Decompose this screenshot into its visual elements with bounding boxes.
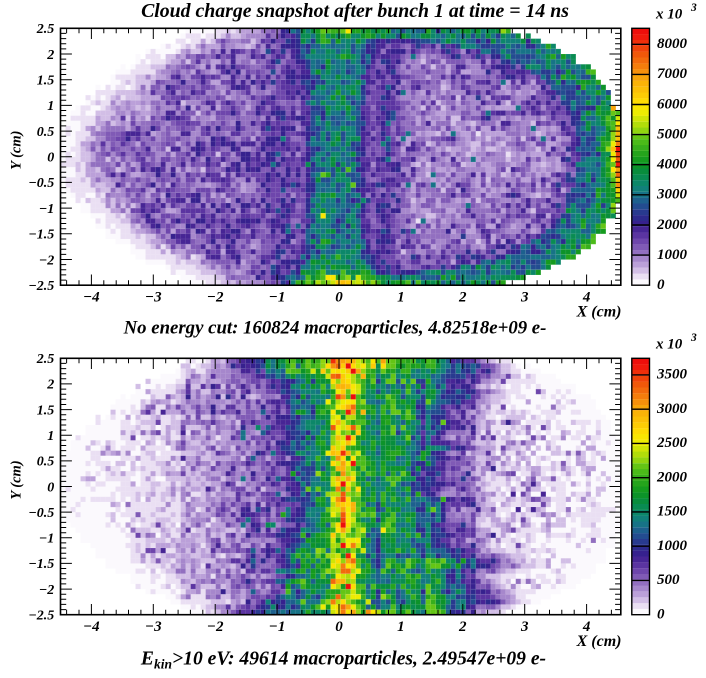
svg-text:4: 4 — [582, 290, 591, 306]
svg-text:X (cm): X (cm) — [576, 633, 622, 650]
svg-text:−1: −1 — [39, 532, 54, 547]
svg-text:5000: 5000 — [657, 126, 688, 142]
svg-text:2500: 2500 — [656, 435, 688, 451]
svg-text:0: 0 — [47, 151, 54, 166]
svg-text:6000: 6000 — [657, 96, 688, 112]
svg-text:−2.5: −2.5 — [28, 279, 54, 294]
svg-text:7000: 7000 — [657, 66, 688, 82]
svg-text:−2: −2 — [39, 253, 54, 268]
svg-text:2.5: 2.5 — [36, 22, 55, 37]
svg-text:1000: 1000 — [657, 247, 688, 263]
svg-text:−4: −4 — [83, 619, 100, 635]
svg-text:1000: 1000 — [657, 538, 688, 554]
svg-text:1: 1 — [397, 290, 405, 306]
svg-text:−1.5: −1.5 — [28, 557, 54, 572]
svg-text:−1.5: −1.5 — [28, 228, 54, 243]
svg-text:3: 3 — [520, 619, 529, 635]
svg-text:−0.5: −0.5 — [28, 506, 54, 521]
svg-text:8000: 8000 — [657, 36, 688, 52]
svg-text:−2.5: −2.5 — [28, 609, 54, 624]
svg-text:2000: 2000 — [656, 217, 688, 233]
svg-text:x 10: x 10 — [655, 7, 683, 23]
svg-text:2.5: 2.5 — [36, 352, 55, 367]
svg-text:−1: −1 — [269, 290, 286, 306]
svg-text:−2: −2 — [39, 583, 54, 598]
svg-text:500: 500 — [657, 572, 680, 588]
svg-text:0: 0 — [657, 277, 665, 293]
svg-text:0.5: 0.5 — [37, 455, 55, 470]
svg-text:0: 0 — [657, 607, 665, 623]
svg-text:0: 0 — [335, 619, 343, 635]
svg-text:3000: 3000 — [656, 187, 688, 203]
svg-text:Ekin>10 eV: 49614 macroparticl: Ekin>10 eV: 49614 macroparticles, 2.4954… — [140, 649, 546, 672]
svg-text:−2: −2 — [207, 619, 224, 635]
svg-text:3000: 3000 — [656, 401, 688, 417]
svg-text:1.5: 1.5 — [37, 403, 55, 418]
svg-text:1500: 1500 — [657, 504, 688, 520]
svg-text:No energy cut: 160824 macropar: No energy cut: 160824 macroparticles, 4.… — [123, 318, 547, 339]
svg-text:Y (cm): Y (cm) — [9, 460, 25, 499]
svg-text:x 10: x 10 — [655, 337, 683, 353]
svg-text:0: 0 — [335, 290, 343, 306]
svg-text:−0.5: −0.5 — [28, 176, 54, 191]
svg-text:2: 2 — [458, 619, 467, 635]
svg-text:1: 1 — [47, 429, 54, 444]
svg-text:2: 2 — [458, 290, 467, 306]
svg-text:4000: 4000 — [656, 157, 688, 173]
svg-text:1: 1 — [397, 619, 405, 635]
svg-text:3: 3 — [690, 332, 697, 344]
svg-text:−3: −3 — [145, 619, 162, 635]
svg-text:−2: −2 — [207, 290, 224, 306]
svg-text:1.5: 1.5 — [37, 74, 55, 89]
svg-text:1: 1 — [47, 99, 54, 114]
svg-text:3500: 3500 — [656, 367, 688, 383]
svg-text:−3: −3 — [145, 290, 162, 306]
svg-text:2000: 2000 — [656, 470, 688, 486]
svg-text:4: 4 — [582, 619, 591, 635]
svg-text:0: 0 — [47, 480, 54, 495]
svg-text:Y (cm): Y (cm) — [9, 131, 25, 170]
svg-text:−1: −1 — [39, 202, 54, 217]
svg-text:0.5: 0.5 — [37, 125, 55, 140]
svg-text:X (cm): X (cm) — [576, 304, 622, 321]
svg-text:3: 3 — [690, 2, 697, 14]
svg-text:−4: −4 — [83, 290, 100, 306]
svg-text:2: 2 — [46, 48, 54, 63]
svg-text:3: 3 — [520, 290, 529, 306]
svg-text:2: 2 — [46, 378, 54, 393]
svg-text:−1: −1 — [269, 619, 286, 635]
svg-text:Cloud charge snapshot after bu: Cloud charge snapshot after bunch 1 at t… — [141, 0, 569, 22]
